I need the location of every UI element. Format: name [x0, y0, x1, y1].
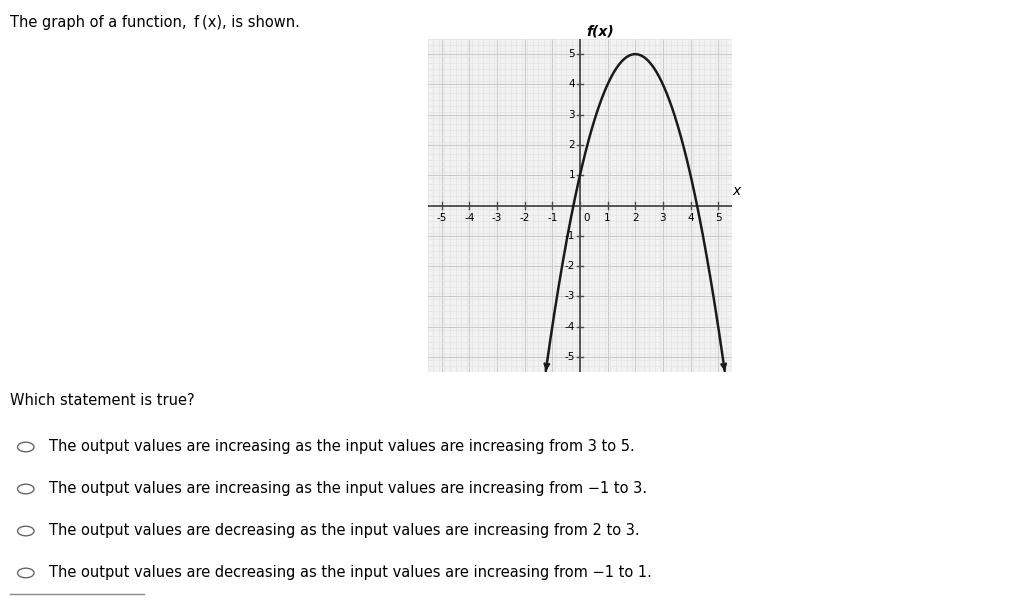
Text: 5: 5: [568, 49, 575, 59]
Text: 5: 5: [714, 213, 722, 223]
Text: -4: -4: [464, 213, 474, 223]
Text: -1: -1: [547, 213, 558, 223]
Text: The output values are decreasing as the input values are increasing from −1 to 1: The output values are decreasing as the …: [49, 565, 653, 581]
Text: -1: -1: [565, 231, 575, 241]
Text: f(x): f(x): [586, 25, 613, 38]
Text: 0: 0: [584, 213, 590, 223]
Text: 3: 3: [568, 110, 575, 119]
Text: 3: 3: [660, 213, 666, 223]
Text: x: x: [733, 184, 741, 198]
Text: The graph of a function,  f (x), is shown.: The graph of a function, f (x), is shown…: [10, 15, 300, 30]
Text: The output values are increasing as the input values are increasing from 3 to 5.: The output values are increasing as the …: [49, 439, 635, 455]
Text: 4: 4: [688, 213, 694, 223]
Text: 1: 1: [568, 170, 575, 180]
Text: Which statement is true?: Which statement is true?: [10, 393, 195, 408]
Text: -3: -3: [565, 292, 575, 301]
Text: -3: -3: [492, 213, 502, 223]
Text: 2: 2: [632, 213, 638, 223]
Text: -4: -4: [565, 322, 575, 332]
Text: The output values are increasing as the input values are increasing from −1 to 3: The output values are increasing as the …: [49, 481, 647, 497]
Text: The output values are decreasing as the input values are increasing from 2 to 3.: The output values are decreasing as the …: [49, 523, 640, 539]
Text: -5: -5: [565, 352, 575, 362]
Text: -2: -2: [520, 213, 530, 223]
Text: -5: -5: [436, 213, 446, 223]
Text: 1: 1: [604, 213, 611, 223]
Text: 2: 2: [568, 140, 575, 150]
Text: -2: -2: [565, 261, 575, 271]
Text: 4: 4: [568, 79, 575, 89]
